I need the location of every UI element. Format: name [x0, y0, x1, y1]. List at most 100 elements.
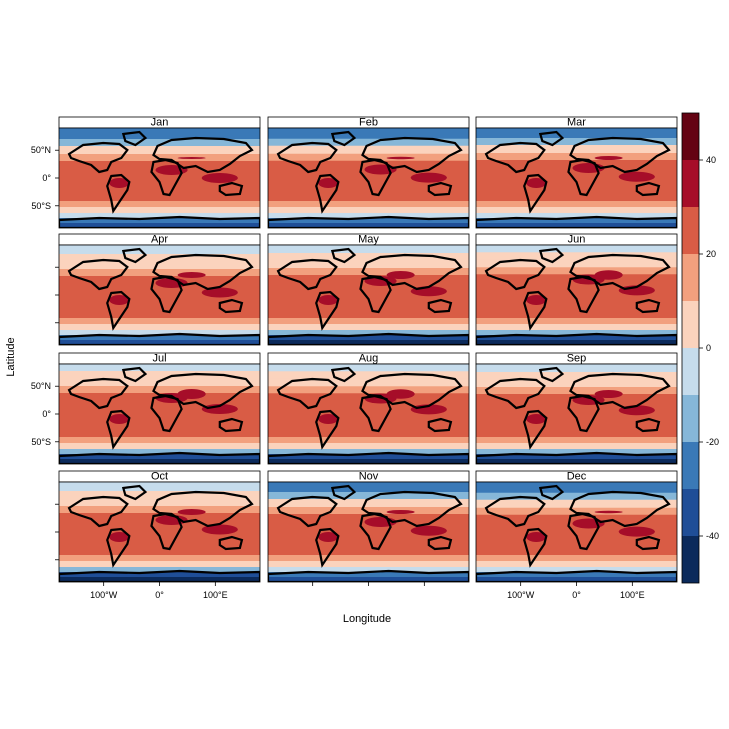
x-tick-label: 100°W — [90, 590, 118, 600]
contour-field — [476, 364, 677, 464]
contour-band — [268, 364, 469, 372]
contour-band — [476, 138, 677, 146]
colorbar-tick-label: 0 — [706, 343, 711, 353]
contour-band — [59, 318, 260, 325]
contour-band — [268, 443, 469, 450]
contour-band — [476, 372, 677, 380]
contour-band — [268, 459, 469, 464]
panel-frame — [267, 127, 470, 229]
contour-band — [59, 207, 260, 214]
panel-frame — [267, 244, 470, 346]
colorbar-tick-label: -40 — [706, 531, 719, 541]
coastline — [476, 453, 677, 464]
contour-band — [59, 577, 260, 582]
contour-field — [59, 482, 260, 582]
x-tick-label: 100°W — [507, 590, 535, 600]
colorbar-swatch — [682, 160, 699, 207]
coastline — [316, 411, 338, 447]
colorbar-tick-label: -20 — [706, 437, 719, 447]
coastline — [429, 300, 451, 312]
panel-title: Feb — [359, 117, 378, 129]
contour-band — [476, 577, 677, 582]
contour-band — [476, 128, 677, 139]
panel-title: Apr — [151, 234, 168, 246]
coastline — [268, 453, 469, 464]
coastlines — [59, 486, 260, 582]
y-tick-label: 0° — [42, 409, 51, 419]
coastline — [268, 571, 469, 582]
contour-band — [476, 223, 677, 228]
contour-field — [59, 128, 260, 228]
contour-band — [476, 387, 677, 395]
contour-band — [268, 218, 469, 224]
coastline — [568, 514, 598, 549]
axes: 50°N 0° 50°S 50°N 0° 50°S 100°W 0° 100°E 100°W 0° 1… — [31, 145, 645, 600]
contour-band — [59, 213, 260, 219]
contour-band — [268, 492, 469, 500]
coastline — [429, 537, 451, 549]
coastline — [69, 260, 127, 289]
x-tick-label: 0° — [155, 590, 164, 600]
x-axis-title: Longitude — [343, 613, 391, 625]
hot-region — [201, 173, 238, 183]
contour-band — [476, 218, 677, 224]
coastline — [540, 132, 562, 145]
coastlines — [476, 368, 677, 464]
contour-band — [268, 201, 469, 208]
contour-band — [268, 567, 469, 573]
contour-band — [59, 572, 260, 578]
contour-band — [268, 386, 469, 394]
contour-band — [59, 146, 260, 155]
contour-band — [268, 454, 469, 460]
colorbar-swatch — [682, 395, 699, 442]
map-panel-oct: Oct — [58, 471, 261, 583]
panel-title: Jan — [151, 117, 169, 129]
panel-title: Jul — [152, 353, 166, 365]
contour-field — [268, 128, 469, 228]
colorbar-tick-label: 20 — [706, 249, 716, 259]
contour-band — [476, 561, 677, 568]
hot-region — [177, 389, 206, 399]
contour-band — [268, 437, 469, 444]
contour-band — [268, 318, 469, 325]
coastline — [69, 497, 127, 526]
coastline — [332, 132, 354, 145]
contour-band — [59, 245, 260, 255]
coastline — [220, 419, 242, 431]
contour-band — [268, 128, 469, 140]
contour-band — [476, 459, 677, 464]
contour-band — [268, 324, 469, 331]
contour-band — [476, 153, 677, 161]
contour-band — [476, 364, 677, 373]
contour-field — [59, 245, 260, 345]
coastline — [476, 571, 677, 582]
contour-band — [268, 499, 469, 508]
contour-band — [476, 449, 677, 455]
coastline — [316, 529, 338, 565]
contour-field — [268, 245, 469, 345]
coastline — [486, 497, 544, 526]
coastline — [429, 183, 451, 195]
hot-region — [386, 271, 415, 279]
hot-region — [318, 414, 339, 424]
hot-region — [594, 390, 623, 398]
panel-title: Mar — [567, 117, 586, 129]
hot-region — [410, 172, 447, 183]
panel-title: Dec — [567, 471, 587, 483]
coastline — [524, 529, 546, 565]
y-tick-label: 50°N — [31, 145, 51, 155]
coastline — [637, 419, 659, 431]
contour-field — [268, 364, 469, 464]
contour-band — [59, 506, 260, 514]
contour-band — [268, 449, 469, 455]
contour-band — [59, 386, 260, 394]
hot-region — [109, 295, 130, 305]
coastlines — [268, 132, 469, 228]
contour-band — [268, 340, 469, 345]
coastline — [568, 396, 598, 431]
contour-band — [59, 340, 260, 345]
y-tick-label: 50°S — [31, 437, 51, 447]
coastline — [360, 277, 390, 312]
hot-region — [572, 518, 605, 529]
